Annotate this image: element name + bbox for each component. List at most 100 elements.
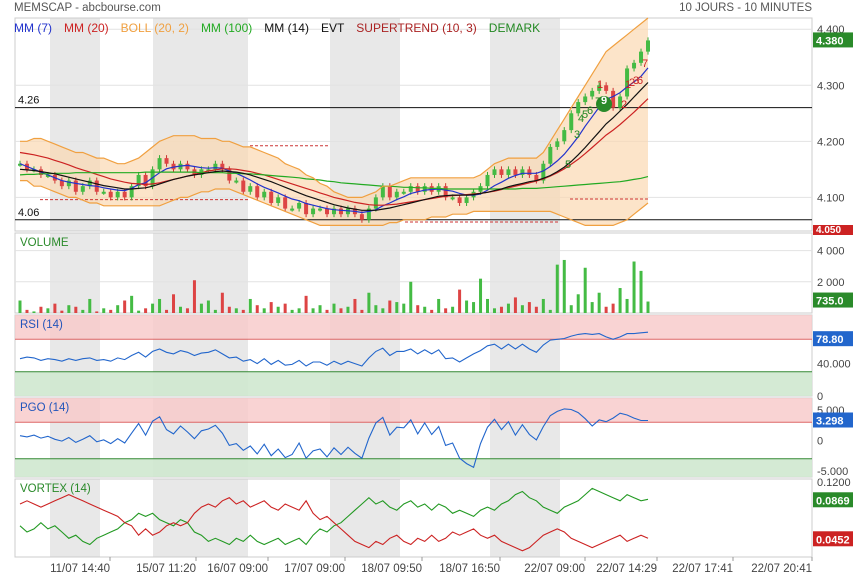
candle-body bbox=[639, 51, 644, 63]
volume-bar bbox=[39, 306, 43, 313]
candle-body bbox=[262, 191, 267, 198]
volume-bar bbox=[569, 305, 573, 313]
x-tick-label: 18/07 16:50 bbox=[439, 563, 500, 575]
bollinger-band-fill bbox=[20, 18, 648, 226]
candle-body bbox=[520, 169, 525, 175]
demark-label: 4 bbox=[578, 113, 584, 125]
candle-body bbox=[443, 186, 448, 198]
x-tick-label: 22/07 09:00 bbox=[524, 563, 585, 575]
volume-bar bbox=[241, 309, 245, 313]
rsi-overbought-zone bbox=[15, 315, 812, 340]
candle-body bbox=[590, 90, 595, 97]
candle-body bbox=[597, 85, 602, 91]
x-tick-label: 22/07 20:41 bbox=[751, 563, 812, 575]
volume-tick-label: 2 000 bbox=[817, 277, 845, 289]
last-price-label: 4.380 bbox=[816, 35, 844, 47]
candle-body bbox=[80, 186, 85, 192]
candle-body bbox=[408, 186, 413, 192]
candle-body bbox=[548, 146, 553, 164]
rsi-oversold-zone bbox=[15, 371, 812, 396]
last-price-badge bbox=[813, 32, 853, 48]
pgo-title: PGO (14) bbox=[20, 402, 69, 414]
day-shade-band bbox=[50, 479, 100, 557]
candle-body bbox=[485, 174, 490, 187]
volume-bar bbox=[388, 300, 392, 313]
legend-entry: DEMARK bbox=[489, 21, 540, 35]
candle-body bbox=[555, 141, 560, 147]
candle-body bbox=[185, 163, 190, 170]
volume-bar bbox=[639, 270, 643, 313]
demark-nine-marker bbox=[596, 96, 612, 112]
volume-bar bbox=[165, 309, 169, 313]
rsi-line bbox=[19, 331, 649, 367]
candle-body bbox=[164, 158, 169, 164]
candle-body bbox=[101, 191, 106, 194]
volume-bar bbox=[534, 306, 538, 313]
candle-body bbox=[311, 208, 316, 215]
rsi-badge-label: 78.80 bbox=[816, 334, 844, 346]
candle-body bbox=[380, 186, 385, 198]
day-shade-band bbox=[330, 233, 400, 313]
vortex-tick-label: 0.1200 bbox=[817, 477, 851, 489]
volume-bar bbox=[304, 295, 308, 313]
volume-bar bbox=[562, 259, 566, 313]
volume-bar bbox=[597, 292, 601, 313]
volume-bar bbox=[130, 295, 134, 313]
volume-badge bbox=[813, 292, 853, 308]
demark-label: 7 bbox=[595, 96, 601, 108]
price-series-line bbox=[20, 17, 649, 198]
day-shade-band bbox=[490, 233, 560, 313]
price-level-label: 4.26 bbox=[18, 95, 39, 107]
candle-body bbox=[213, 163, 218, 170]
candle-body bbox=[492, 169, 497, 175]
volume-bar bbox=[220, 292, 224, 313]
demark-label: 1 bbox=[625, 79, 631, 91]
volume-bar bbox=[74, 306, 78, 313]
price-tick-label: 4.300 bbox=[817, 80, 845, 92]
pgo-upper-zone bbox=[15, 398, 812, 423]
volume-bar bbox=[60, 310, 64, 313]
x-tick-label: 17/07 09:00 bbox=[284, 563, 345, 575]
candle-body bbox=[611, 90, 616, 108]
volume-bar bbox=[88, 298, 92, 313]
volume-bar bbox=[555, 264, 559, 313]
volume-bar bbox=[381, 308, 385, 313]
candle-body bbox=[108, 191, 113, 198]
volume-badge-label: 735.0 bbox=[816, 296, 844, 308]
volume-bar bbox=[311, 308, 315, 313]
candle-body bbox=[241, 180, 246, 192]
demark-label: 9 bbox=[601, 95, 607, 107]
day-shade-band bbox=[490, 479, 560, 557]
volume-bar bbox=[346, 306, 350, 313]
candle-body bbox=[325, 208, 330, 215]
cut-price-badge bbox=[813, 225, 853, 235]
demark-label: 3 bbox=[633, 75, 639, 87]
x-tick-label: 16/07 09:00 bbox=[207, 563, 268, 575]
volume-bar bbox=[458, 289, 462, 313]
candle-body bbox=[450, 197, 455, 200]
x-tick-label: 11/07 14:40 bbox=[50, 563, 110, 575]
candle-body bbox=[583, 96, 588, 103]
candle-body bbox=[66, 180, 71, 187]
volume-bar bbox=[339, 308, 343, 313]
volume-bar bbox=[437, 298, 441, 313]
volume-bar bbox=[25, 309, 29, 313]
volume-bar bbox=[367, 292, 371, 313]
volume-bar bbox=[95, 311, 99, 313]
candle-body bbox=[248, 186, 253, 192]
volume-bar bbox=[332, 303, 336, 313]
vortex-plus-label: 0.0869 bbox=[816, 495, 850, 507]
candle-body bbox=[59, 180, 64, 187]
price-tick-label: 4.200 bbox=[817, 136, 845, 148]
volume-bar bbox=[492, 308, 496, 313]
volume-bar bbox=[395, 302, 399, 313]
candle-body bbox=[276, 197, 281, 203]
candle-body bbox=[129, 186, 134, 198]
candle-body bbox=[562, 130, 567, 142]
candle-body bbox=[122, 191, 127, 198]
volume-bar bbox=[276, 306, 280, 313]
legend-entry: MM (14) bbox=[264, 21, 309, 35]
volume-bar bbox=[513, 297, 517, 313]
candle-body bbox=[422, 186, 427, 192]
volume-bar bbox=[604, 306, 608, 313]
